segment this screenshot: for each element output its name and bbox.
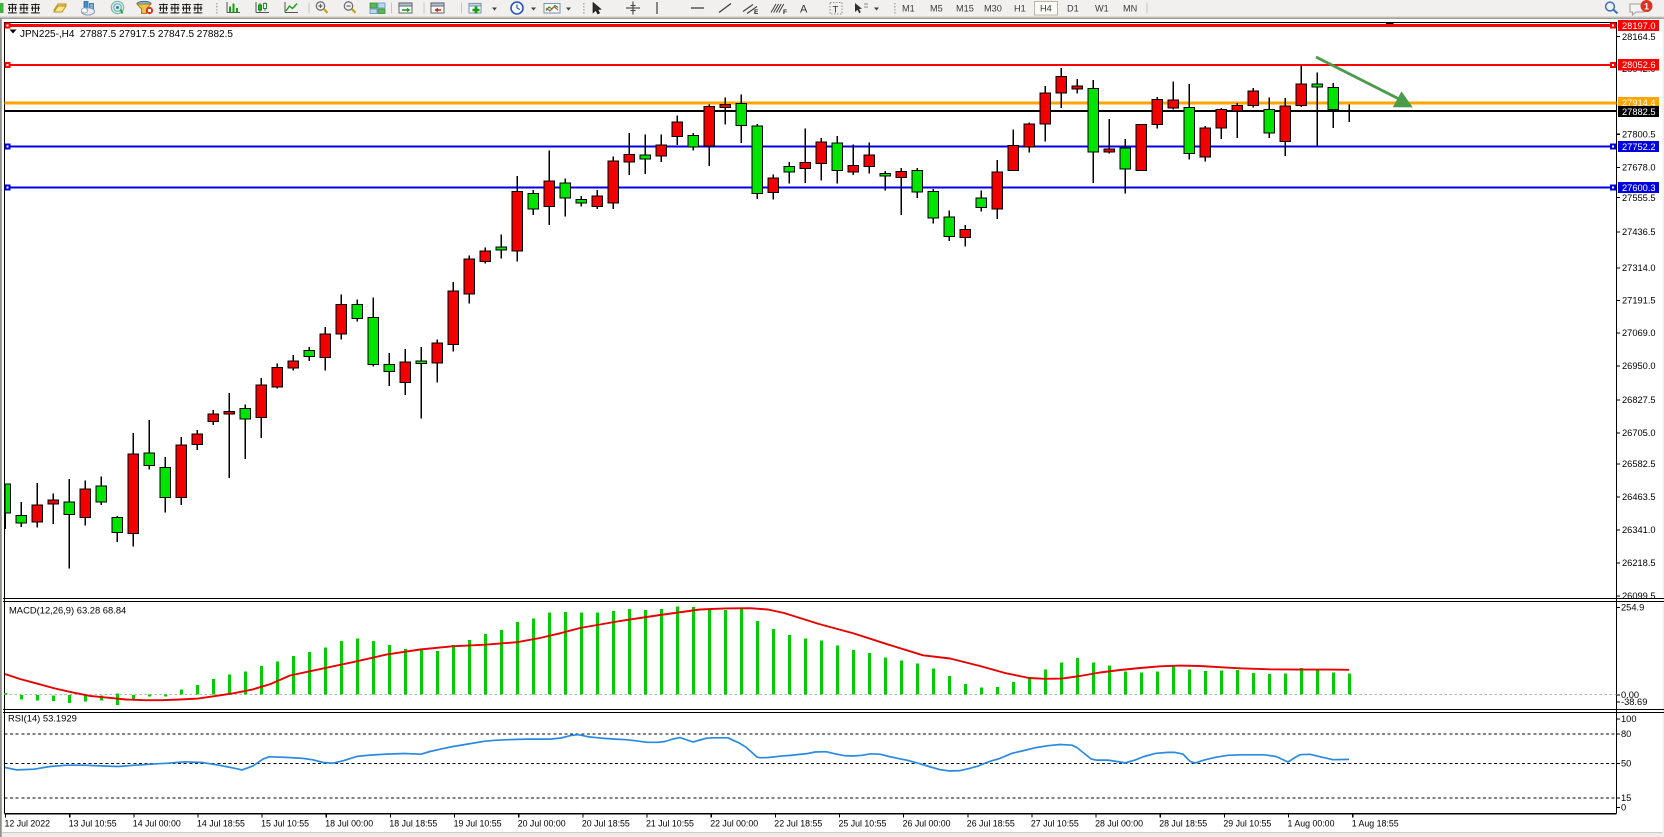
svg-text:20 Jul 00:00: 20 Jul 00:00 bbox=[518, 819, 566, 829]
svg-text:26463.5: 26463.5 bbox=[1622, 492, 1656, 502]
svg-text:28 Jul 18:55: 28 Jul 18:55 bbox=[1159, 819, 1207, 829]
svg-text:25 Jul 10:55: 25 Jul 10:55 bbox=[839, 819, 887, 829]
svg-text:F: F bbox=[783, 9, 787, 16]
svg-text:28197.0: 28197.0 bbox=[1622, 21, 1656, 31]
svg-text:15 Jul 10:55: 15 Jul 10:55 bbox=[261, 819, 309, 829]
svg-text:27436.5: 27436.5 bbox=[1622, 227, 1656, 237]
svg-text:MN: MN bbox=[1123, 4, 1137, 14]
svg-text:RSI(14) 53.1929: RSI(14) 53.1929 bbox=[8, 713, 77, 724]
svg-text:27314.0: 27314.0 bbox=[1622, 263, 1656, 273]
svg-text:MACD(12,26,9) 63.28 68.84: MACD(12,26,9) 63.28 68.84 bbox=[9, 605, 126, 616]
svg-text:18 Jul 18:55: 18 Jul 18:55 bbox=[389, 819, 437, 829]
svg-text:26950.0: 26950.0 bbox=[1622, 361, 1656, 371]
svg-text:26 Jul 18:55: 26 Jul 18:55 bbox=[967, 819, 1015, 829]
svg-text:JPN225-,H4 27887.5 27917.5 27: JPN225-,H4 27887.5 27917.5 27847.5 27882… bbox=[20, 29, 233, 40]
svg-text:T: T bbox=[833, 4, 839, 15]
svg-text:14 Jul 00:00: 14 Jul 00:00 bbox=[133, 819, 181, 829]
svg-text:27678.0: 27678.0 bbox=[1622, 163, 1656, 173]
svg-text:22 Jul 00:00: 22 Jul 00:00 bbox=[710, 819, 758, 829]
svg-text:22 Jul 18:55: 22 Jul 18:55 bbox=[774, 819, 822, 829]
svg-text:12 Jul 2022: 12 Jul 2022 bbox=[5, 819, 51, 829]
svg-text:28164.5: 28164.5 bbox=[1622, 32, 1656, 42]
svg-text:1 Aug 18:55: 1 Aug 18:55 bbox=[1352, 819, 1399, 829]
svg-text:M15: M15 bbox=[956, 4, 974, 14]
svg-text:27882.5: 27882.5 bbox=[1622, 107, 1656, 117]
svg-text:26705.0: 26705.0 bbox=[1622, 428, 1656, 438]
svg-text:80: 80 bbox=[1621, 729, 1631, 739]
svg-text:0: 0 bbox=[1621, 803, 1626, 813]
svg-text:50: 50 bbox=[1621, 759, 1631, 769]
svg-text:26099.5: 26099.5 bbox=[1622, 591, 1656, 601]
svg-text:E: E bbox=[754, 9, 759, 16]
svg-text:A: A bbox=[800, 4, 808, 16]
svg-text:27191.5: 27191.5 bbox=[1622, 296, 1656, 306]
svg-text:29 Jul 10:55: 29 Jul 10:55 bbox=[1223, 819, 1271, 829]
svg-text:M30: M30 bbox=[984, 4, 1002, 14]
svg-text:M5: M5 bbox=[930, 4, 943, 14]
svg-text:H1: H1 bbox=[1014, 4, 1026, 14]
svg-text:19 Jul 10:55: 19 Jul 10:55 bbox=[454, 819, 502, 829]
svg-text:13 Jul 10:55: 13 Jul 10:55 bbox=[69, 819, 117, 829]
svg-text:254.9: 254.9 bbox=[1621, 603, 1644, 613]
svg-text:26341.0: 26341.0 bbox=[1622, 525, 1656, 535]
svg-text:27914.4: 27914.4 bbox=[1622, 98, 1656, 108]
svg-text:100: 100 bbox=[1621, 714, 1637, 724]
svg-text:20 Jul 18:55: 20 Jul 18:55 bbox=[582, 819, 630, 829]
svg-text:14 Jul 18:55: 14 Jul 18:55 bbox=[197, 819, 245, 829]
svg-text:1 Aug 00:00: 1 Aug 00:00 bbox=[1288, 819, 1335, 829]
svg-text:26 Jul 00:00: 26 Jul 00:00 bbox=[903, 819, 951, 829]
svg-text:M1: M1 bbox=[902, 4, 915, 14]
svg-text:27752.2: 27752.2 bbox=[1622, 142, 1656, 152]
svg-text:0.00: 0.00 bbox=[1621, 690, 1639, 700]
svg-text:26582.5: 26582.5 bbox=[1622, 459, 1656, 469]
svg-text:W1: W1 bbox=[1095, 4, 1109, 14]
svg-text:27600.3: 27600.3 bbox=[1622, 183, 1656, 193]
svg-text:H4: H4 bbox=[1040, 4, 1052, 14]
svg-text:28052.6: 28052.6 bbox=[1622, 60, 1656, 70]
svg-text:1: 1 bbox=[1644, 2, 1649, 12]
svg-text:27555.5: 27555.5 bbox=[1622, 193, 1656, 203]
svg-text:28 Jul 00:00: 28 Jul 00:00 bbox=[1095, 819, 1143, 829]
svg-text:18 Jul 00:00: 18 Jul 00:00 bbox=[325, 819, 373, 829]
svg-text:27 Jul 10:55: 27 Jul 10:55 bbox=[1031, 819, 1079, 829]
svg-text:21 Jul 10:55: 21 Jul 10:55 bbox=[646, 819, 694, 829]
svg-text:D1: D1 bbox=[1067, 4, 1079, 14]
svg-text:27800.5: 27800.5 bbox=[1622, 129, 1656, 139]
svg-text:26218.5: 26218.5 bbox=[1622, 558, 1656, 568]
svg-text:15: 15 bbox=[1621, 793, 1631, 803]
svg-text:26827.5: 26827.5 bbox=[1622, 395, 1656, 405]
svg-text:-38.69: -38.69 bbox=[1621, 697, 1647, 707]
svg-text:27069.0: 27069.0 bbox=[1622, 328, 1656, 338]
